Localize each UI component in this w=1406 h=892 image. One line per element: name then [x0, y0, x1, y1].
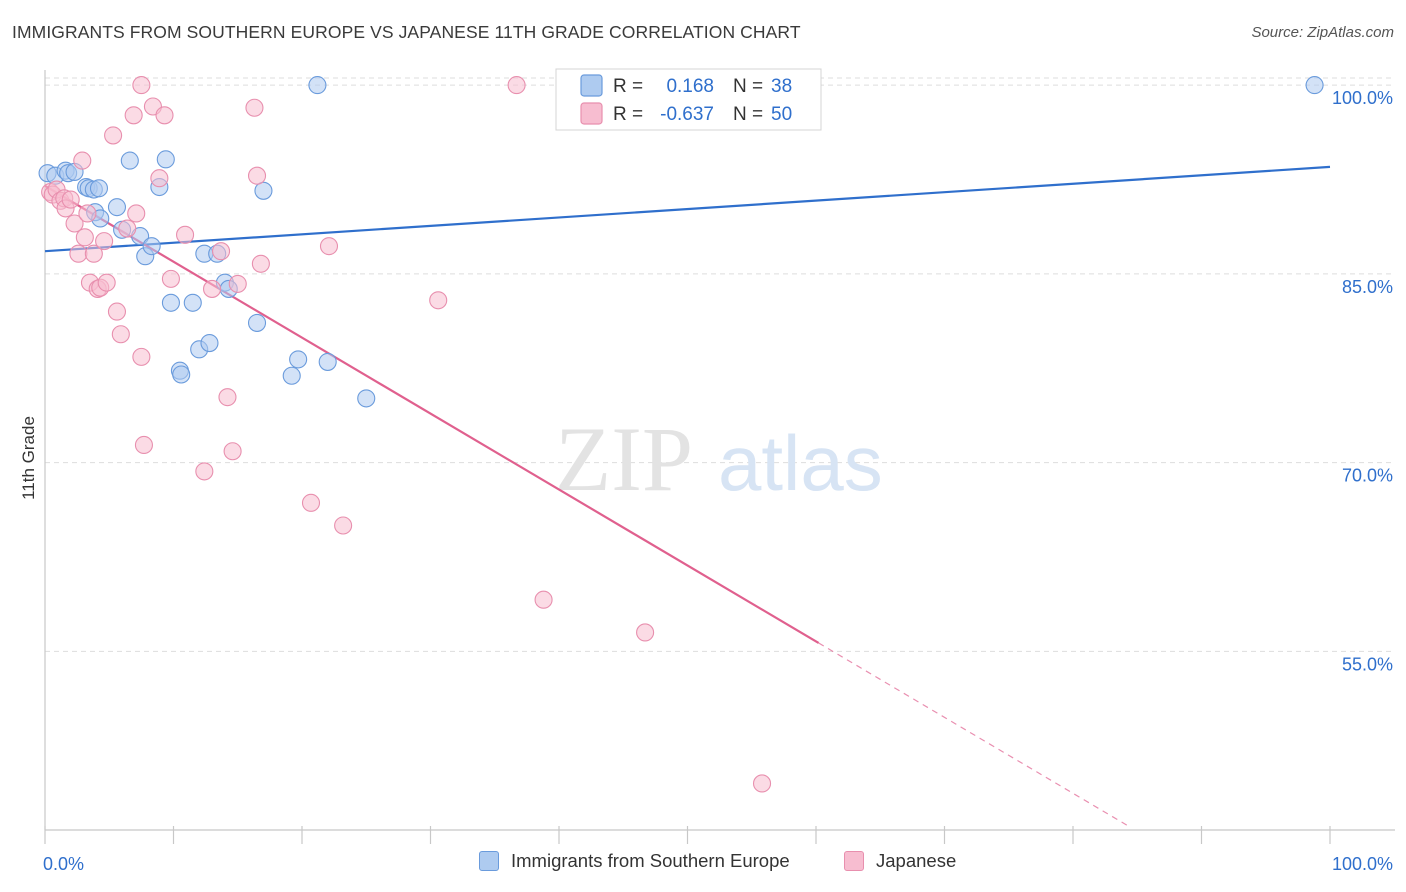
watermark-zip: ZIP	[555, 408, 693, 510]
trend-layer	[44, 165, 1331, 828]
point-pink[interactable]	[84, 244, 103, 263]
point-pink[interactable]	[61, 190, 80, 209]
point-pink[interactable]	[251, 254, 270, 273]
y-axis-label: 11th Grade	[19, 416, 38, 500]
legend-bottom: Immigrants from Southern Europe Japanese	[0, 850, 1406, 880]
point-pink[interactable]	[223, 442, 242, 461]
point-pink[interactable]	[218, 388, 237, 407]
point-pink[interactable]	[161, 269, 180, 288]
watermark: ZIP atlas	[555, 408, 883, 510]
trendline-pink	[44, 184, 820, 644]
legend-top-n-value-blue: 38	[771, 76, 792, 97]
point-pink[interactable]	[203, 279, 222, 298]
y-tick-label: 55.0%	[1342, 654, 1393, 674]
legend-top-r-label-blue: R =	[613, 76, 643, 97]
point-pink[interactable]	[118, 219, 137, 238]
point-blue[interactable]	[289, 350, 308, 369]
point-pink[interactable]	[104, 126, 123, 145]
point-pink[interactable]	[176, 225, 195, 244]
point-blue[interactable]	[142, 237, 161, 256]
trendline-blue	[44, 165, 1331, 253]
point-pink[interactable]	[127, 204, 146, 223]
legend-top-r-label-pink: R =	[613, 104, 643, 125]
point-blue[interactable]	[183, 293, 202, 312]
point-pink[interactable]	[73, 151, 92, 170]
legend-top-n-label-pink: N =	[733, 104, 763, 125]
x-tick-label: 0.0%	[43, 854, 84, 874]
chart-title: IMMIGRANTS FROM SOUTHERN EUROPE VS JAPAN…	[12, 22, 801, 42]
point-pink[interactable]	[132, 347, 151, 366]
point-pink[interactable]	[134, 435, 153, 455]
point-pink[interactable]	[75, 228, 94, 247]
grid-layer	[45, 77, 1395, 652]
point-blue[interactable]	[89, 179, 109, 198]
point-pink[interactable]	[150, 169, 169, 188]
point-pink[interactable]	[65, 214, 84, 233]
point-pink[interactable]	[752, 774, 772, 793]
legend-item-blue[interactable]: Immigrants from Southern Europe	[479, 850, 790, 872]
point-blue[interactable]	[308, 76, 327, 95]
point-pink[interactable]	[155, 106, 174, 125]
point-pink[interactable]	[69, 244, 88, 263]
legend-top: R = 0.168 N = 38 R = -0.637 N = 50	[555, 68, 822, 131]
axis-layer: 100.0% 85.0% 70.0% 55.0% 0.0% 100.0%	[43, 70, 1395, 874]
point-pink[interactable]	[319, 237, 339, 256]
legend-top-r-value-blue: 0.168	[666, 76, 714, 97]
point-blue[interactable]	[120, 151, 139, 170]
points-layer	[38, 76, 1324, 793]
legend-top-n-label-blue: N =	[733, 76, 763, 97]
watermark-atlas: atlas	[718, 419, 883, 507]
source-credit: Source: ZipAtlas.com	[1251, 24, 1394, 41]
point-pink[interactable]	[78, 204, 97, 223]
point-pink[interactable]	[228, 274, 247, 293]
point-blue[interactable]	[247, 313, 267, 332]
legend-top-r-value-pink: -0.637	[660, 104, 714, 125]
point-pink[interactable]	[429, 291, 448, 310]
point-pink[interactable]	[636, 623, 655, 642]
point-blue[interactable]	[254, 181, 273, 200]
point-pink[interactable]	[534, 590, 553, 609]
point-pink[interactable]	[507, 76, 526, 95]
point-blue[interactable]	[1305, 76, 1324, 95]
legend-swatch-pink	[844, 851, 864, 871]
point-pink[interactable]	[301, 493, 321, 512]
point-pink[interactable]	[97, 273, 116, 292]
y-tick-label: 100.0%	[1332, 88, 1393, 108]
point-pink[interactable]	[95, 232, 114, 251]
y-tick-label: 70.0%	[1342, 466, 1393, 486]
point-blue[interactable]	[357, 389, 376, 408]
point-blue[interactable]	[318, 352, 337, 371]
point-pink[interactable]	[195, 462, 214, 481]
legend-top-swatch-pink	[580, 102, 603, 125]
point-blue[interactable]	[172, 365, 191, 384]
point-blue[interactable]	[282, 366, 301, 385]
x-tick-label: 100.0%	[1332, 854, 1393, 874]
legend-top-n-value-pink: 50	[771, 104, 792, 125]
point-blue[interactable]	[107, 198, 127, 217]
y-tick-label: 85.0%	[1342, 277, 1393, 297]
point-pink[interactable]	[211, 242, 231, 261]
point-pink[interactable]	[107, 302, 127, 321]
legend-label-pink: Japanese	[876, 850, 957, 871]
point-pink[interactable]	[247, 166, 267, 185]
point-blue[interactable]	[200, 333, 219, 353]
point-pink[interactable]	[334, 516, 353, 535]
point-pink[interactable]	[245, 98, 264, 117]
point-pink[interactable]	[132, 76, 151, 95]
point-blue[interactable]	[161, 293, 180, 312]
legend-top-swatch-blue	[580, 74, 603, 97]
point-blue[interactable]	[156, 150, 175, 169]
point-pink[interactable]	[124, 106, 143, 125]
legend-item-pink[interactable]: Japanese	[844, 850, 956, 872]
legend-swatch-blue	[479, 851, 499, 871]
point-pink[interactable]	[111, 325, 130, 344]
trendline-pink-extension	[818, 642, 1132, 828]
legend-label-blue: Immigrants from Southern Europe	[511, 850, 790, 871]
